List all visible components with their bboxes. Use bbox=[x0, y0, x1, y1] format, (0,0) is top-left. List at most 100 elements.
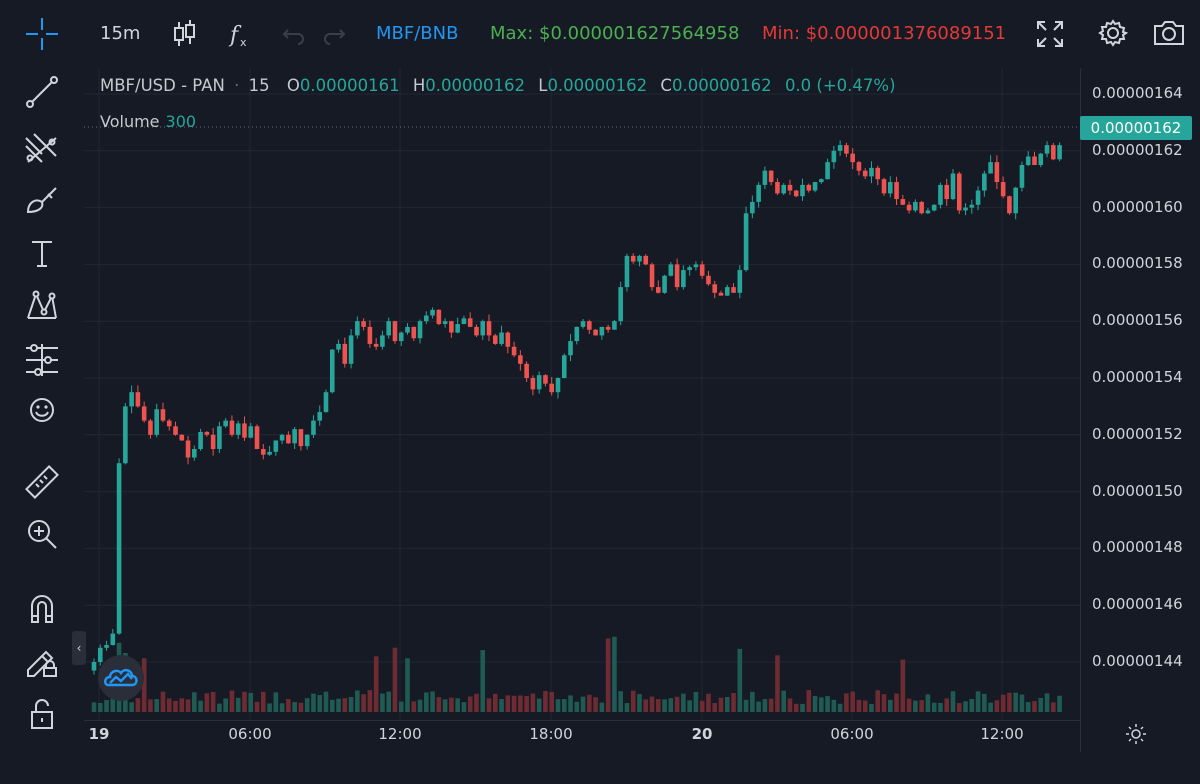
candle-body bbox=[254, 426, 260, 449]
price-tick: 0.00000164 bbox=[1092, 84, 1183, 102]
pair-label[interactable]: MBF/BNB bbox=[376, 23, 459, 44]
volume-bar bbox=[630, 690, 636, 712]
candle-body bbox=[223, 420, 228, 427]
volume-bar bbox=[718, 697, 724, 712]
candle-body bbox=[492, 335, 498, 344]
volume-bar bbox=[580, 696, 586, 712]
candle-body bbox=[467, 318, 473, 327]
candlestick-icon[interactable] bbox=[172, 18, 196, 50]
candle-body bbox=[104, 644, 109, 648]
candle-body bbox=[561, 355, 567, 378]
candle-body bbox=[919, 201, 924, 214]
emoji-icon[interactable] bbox=[22, 390, 62, 430]
volume-bar bbox=[486, 698, 492, 712]
volume-bar bbox=[887, 699, 893, 712]
candle-body bbox=[342, 343, 348, 364]
candle-body bbox=[417, 321, 423, 339]
volume-bar bbox=[681, 693, 686, 712]
volume-bar bbox=[881, 694, 887, 712]
candle-body bbox=[1025, 156, 1031, 165]
volume-bar bbox=[712, 703, 718, 712]
settings-small-icon[interactable] bbox=[1124, 722, 1148, 746]
chart-pane[interactable] bbox=[84, 68, 1080, 720]
lock-icon[interactable] bbox=[22, 694, 62, 734]
volume-bar bbox=[179, 698, 185, 712]
volume-bar bbox=[505, 695, 511, 712]
candle-body bbox=[900, 199, 906, 205]
candle-body bbox=[273, 440, 279, 452]
legend-change: 0.0 (+0.47%) bbox=[784, 76, 896, 95]
candle-body bbox=[793, 190, 799, 197]
min-price: Min: $0.000001376089151 bbox=[762, 23, 1007, 44]
volume-bar bbox=[166, 698, 172, 712]
volume-bar bbox=[568, 695, 573, 712]
volume-bar bbox=[624, 703, 630, 712]
time-tick: 18:00 bbox=[529, 725, 573, 743]
volume-bar bbox=[706, 693, 711, 712]
candle-body bbox=[925, 210, 931, 214]
volume-bar bbox=[900, 659, 906, 712]
volume-bar bbox=[260, 691, 266, 712]
volume-bar bbox=[329, 699, 335, 712]
collapse-toolbar-button[interactable]: ‹ bbox=[72, 631, 86, 665]
candle-body bbox=[392, 321, 398, 342]
volume-bar bbox=[894, 693, 899, 712]
tradingview-logo[interactable] bbox=[98, 655, 144, 701]
ruler-icon[interactable] bbox=[22, 462, 62, 502]
fibonacci-icon[interactable] bbox=[22, 128, 62, 168]
brush-icon[interactable] bbox=[22, 180, 62, 220]
volume-bar bbox=[348, 697, 354, 712]
interval-button[interactable]: 15m bbox=[100, 23, 141, 44]
volume-bar bbox=[850, 691, 855, 712]
crosshair-icon[interactable] bbox=[22, 18, 62, 50]
camera-icon[interactable] bbox=[1152, 18, 1186, 48]
candle-body bbox=[906, 204, 912, 211]
candle-body bbox=[461, 318, 467, 325]
price-tick: 0.00000152 bbox=[1092, 425, 1183, 443]
legend-close-label: C bbox=[660, 76, 672, 95]
candle-body bbox=[768, 170, 774, 183]
volume-bar bbox=[198, 700, 203, 712]
candle-body bbox=[800, 184, 805, 197]
volume-bar bbox=[975, 691, 981, 712]
zoom-icon[interactable] bbox=[22, 514, 62, 554]
volume-bar bbox=[499, 699, 504, 712]
volume-bar bbox=[543, 691, 548, 712]
candle-body bbox=[204, 431, 210, 435]
lock-pencil-icon[interactable] bbox=[22, 640, 62, 680]
price-axis[interactable]: 0.00000164 0.00000162 0.00000160 0.00000… bbox=[1080, 68, 1200, 752]
candle-body bbox=[975, 190, 981, 205]
volume-bar bbox=[436, 697, 442, 712]
volume-bar bbox=[787, 698, 793, 712]
series-legend: MBF/USD - PAN · 15 O0.00000161 H0.000001… bbox=[100, 76, 896, 95]
volume-bar bbox=[599, 702, 605, 712]
candle-body bbox=[116, 463, 122, 634]
pattern-icon[interactable] bbox=[22, 286, 62, 326]
text-icon[interactable] bbox=[22, 234, 62, 274]
forecast-icon[interactable] bbox=[22, 340, 62, 380]
legend-open-value: 0.00000161 bbox=[299, 76, 400, 95]
legend-symbol[interactable]: MBF/USD - PAN bbox=[100, 76, 225, 95]
redo-icon[interactable] bbox=[322, 22, 346, 46]
undo-icon[interactable] bbox=[282, 22, 306, 46]
volume-bar bbox=[367, 690, 373, 712]
gear-icon[interactable] bbox=[1098, 18, 1128, 48]
svg-text:x: x bbox=[240, 36, 247, 49]
volume-bar bbox=[762, 699, 768, 712]
volume-bar bbox=[405, 658, 410, 712]
candle-body bbox=[894, 182, 899, 200]
volume-bar bbox=[956, 703, 962, 712]
candle-body bbox=[875, 167, 881, 180]
magnet-icon[interactable] bbox=[22, 588, 62, 628]
volume-label[interactable]: Volume bbox=[100, 112, 160, 131]
trendline-icon[interactable] bbox=[22, 72, 62, 112]
volume-bar bbox=[1007, 692, 1012, 712]
fullscreen-icon[interactable] bbox=[1036, 20, 1064, 48]
candle-body bbox=[524, 363, 529, 378]
candle-body bbox=[913, 201, 918, 211]
volume-bar bbox=[323, 691, 329, 712]
candle-body bbox=[141, 406, 147, 421]
price-tick: 0.00000162 bbox=[1092, 141, 1183, 159]
candle-body bbox=[850, 153, 855, 163]
